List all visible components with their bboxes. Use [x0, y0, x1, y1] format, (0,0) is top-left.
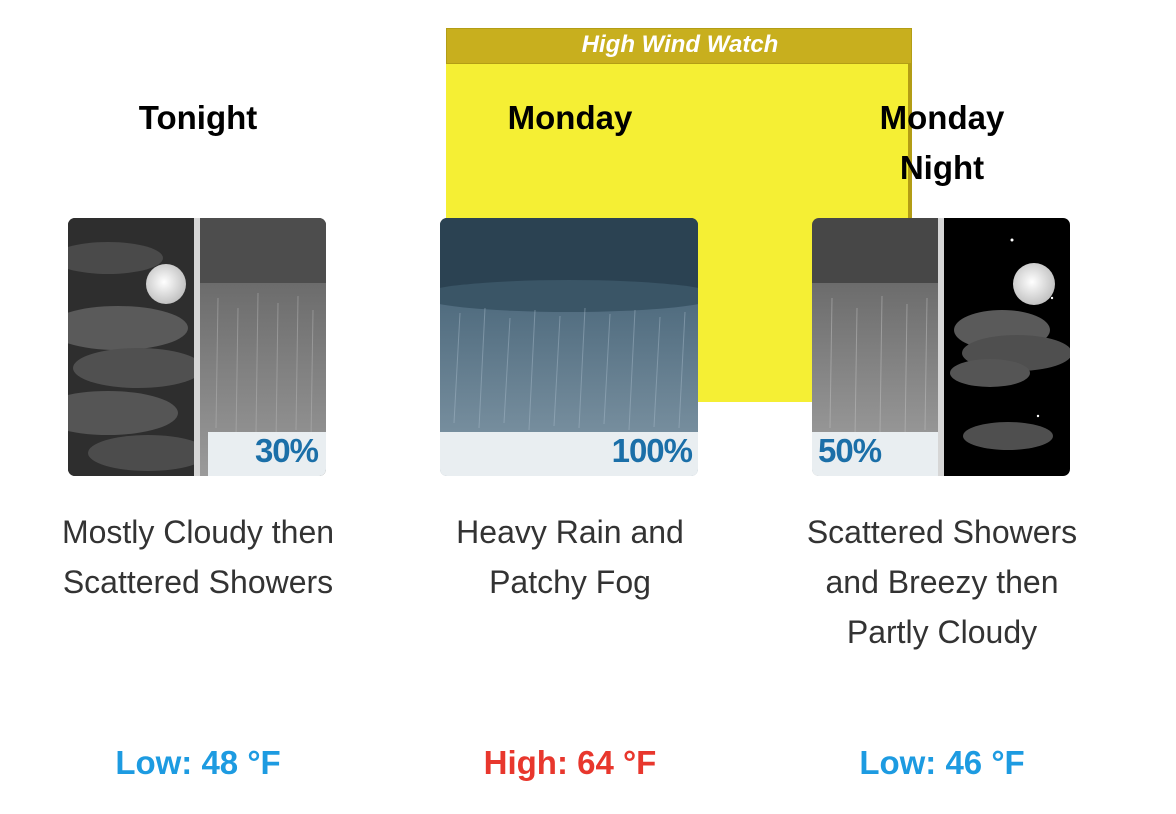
period-name: Tonight — [138, 99, 258, 136]
hazard-banner[interactable]: High Wind Watch — [446, 28, 912, 64]
precip-chance: 30% — [254, 432, 319, 469]
precip-chance: 100% — [611, 432, 693, 469]
short-description: Mostly Cloudy then Scattered Showers — [61, 514, 335, 600]
forecast-period-monday: Monday — [420, 0, 720, 814]
precip-chance: 50% — [818, 432, 882, 469]
temperature: Low: 48 °F — [115, 744, 281, 781]
period-name: Monday — [507, 99, 633, 136]
hazard-label[interactable]: High Wind Watch — [581, 31, 779, 58]
hazard-border — [908, 64, 912, 252]
temperature: Low: 46 °F — [859, 744, 1025, 781]
heavy-rain-icon[interactable]: 100% — [440, 218, 698, 476]
temperature: High: 64 °F — [483, 744, 657, 781]
showers-then-night-partly-cloudy-icon[interactable]: 50% — [812, 218, 1070, 476]
night-cloudy-then-showers-icon[interactable]: 30% — [68, 218, 326, 476]
forecast-period-tonight: Tonight — [48, 0, 348, 814]
short-description: Heavy Rain and Patchy Fog — [456, 514, 684, 600]
period-name: Monday Night — [879, 99, 1005, 186]
short-description: Scattered Showers and Breezy then Partly… — [806, 514, 1078, 650]
forecast-period-monday-night: Monday Night — [792, 0, 1092, 814]
